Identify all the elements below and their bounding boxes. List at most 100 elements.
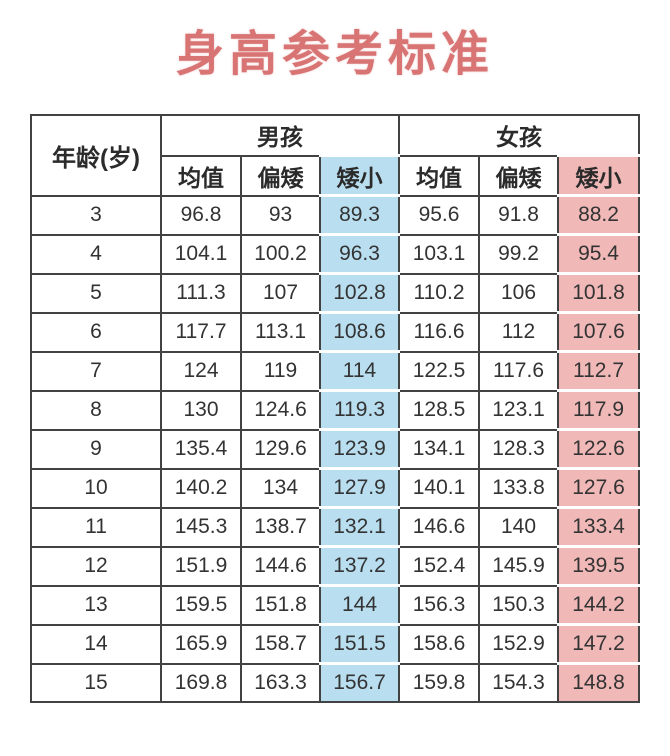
age-cell: 3 [30,194,162,236]
value-cell: 159.5 [160,584,242,626]
value-cell: 91.8 [478,194,559,236]
value-cell: 95.4 [557,233,640,275]
value-cell: 154.3 [478,662,559,703]
age-cell: 15 [30,662,162,703]
value-cell: 110.2 [398,272,480,314]
value-cell: 152.4 [398,545,480,587]
value-cell: 128.5 [398,389,480,431]
table-row: 6 117.7 113.1 108.6 116.6 112 107.6 [30,311,640,353]
girl-short-header: 矮小 [557,154,640,197]
value-cell: 144 [319,584,400,626]
age-cell: 9 [30,428,162,470]
page-title: 身高参考标准 [175,28,494,81]
age-cell: 8 [30,389,162,431]
value-cell: 107 [240,272,321,314]
value-cell: 119.3 [319,389,400,431]
table-row: 8 130 124.6 119.3 128.5 123.1 117.9 [30,389,640,431]
value-cell: 108.6 [319,311,400,353]
value-cell: 127.6 [557,467,640,509]
value-cell: 100.2 [240,233,321,275]
value-cell: 99.2 [478,233,559,275]
value-cell: 169.8 [160,662,242,703]
value-cell: 128.3 [478,428,559,470]
value-cell: 159.8 [398,662,480,703]
table-header: 年龄(岁) 男孩 女孩 均值 偏矮 矮小 均值 偏矮 矮小 [30,114,640,197]
value-cell: 116.6 [398,311,480,353]
age-cell: 4 [30,233,162,275]
table-row: 9 135.4 129.6 123.9 134.1 128.3 122.6 [30,428,640,470]
value-cell: 139.5 [557,545,640,587]
value-cell: 156.3 [398,584,480,626]
value-cell: 140.1 [398,467,480,509]
value-cell: 145.3 [160,506,242,548]
value-cell: 89.3 [319,194,400,236]
value-cell: 163.3 [240,662,321,703]
value-cell: 95.6 [398,194,480,236]
value-cell: 138.7 [240,506,321,548]
table-row: 4 104.1 100.2 96.3 103.1 99.2 95.4 [30,233,640,275]
value-cell: 122.5 [398,350,480,392]
age-cell: 10 [30,467,162,509]
value-cell: 88.2 [557,194,640,236]
height-reference-table: 年龄(岁) 男孩 女孩 均值 偏矮 矮小 均值 偏矮 矮小 3 96.8 93 89.… [30,114,640,703]
table-row: 13 159.5 151.8 144 156.3 150.3 144.2 [30,584,640,626]
value-cell: 107.6 [557,311,640,353]
value-cell: 112.7 [557,350,640,392]
value-cell: 152.9 [478,623,559,665]
boy-group-header: 男孩 [160,114,400,157]
value-cell: 103.1 [398,233,480,275]
age-cell: 12 [30,545,162,587]
value-cell: 132.1 [319,506,400,548]
value-cell: 119 [240,350,321,392]
value-cell: 101.8 [557,272,640,314]
value-cell: 93 [240,194,321,236]
value-cell: 158.6 [398,623,480,665]
value-cell: 123.1 [478,389,559,431]
value-cell: 104.1 [160,233,242,275]
value-cell: 102.8 [319,272,400,314]
value-cell: 144.6 [240,545,321,587]
boy-shortish-header: 偏矮 [240,154,321,197]
age-cell: 14 [30,623,162,665]
age-cell: 6 [30,311,162,353]
table-row: 3 96.8 93 89.3 95.6 91.8 88.2 [30,194,640,236]
value-cell: 117.7 [160,311,242,353]
value-cell: 117.9 [557,389,640,431]
value-cell: 96.8 [160,194,242,236]
value-cell: 158.7 [240,623,321,665]
value-cell: 124.6 [240,389,321,431]
value-cell: 106 [478,272,559,314]
value-cell: 150.3 [478,584,559,626]
value-cell: 134 [240,467,321,509]
value-cell: 124 [160,350,242,392]
value-cell: 144.2 [557,584,640,626]
table-row: 15 169.8 163.3 156.7 159.8 154.3 148.8 [30,662,640,703]
girl-group-header: 女孩 [398,114,640,157]
table-row: 14 165.9 158.7 151.5 158.6 152.9 147.2 [30,623,640,665]
table-row: 5 111.3 107 102.8 110.2 106 101.8 [30,272,640,314]
value-cell: 151.9 [160,545,242,587]
age-cell: 5 [30,272,162,314]
value-cell: 123.9 [319,428,400,470]
value-cell: 113.1 [240,311,321,353]
value-cell: 151.8 [240,584,321,626]
table-row: 10 140.2 134 127.9 140.1 133.8 127.6 [30,467,640,509]
table-row: 11 145.3 138.7 132.1 146.6 140 133.4 [30,506,640,548]
girl-shortish-header: 偏矮 [478,154,559,197]
value-cell: 96.3 [319,233,400,275]
header-sub-row: 均值 偏矮 矮小 均值 偏矮 矮小 [31,154,640,197]
value-cell: 122.6 [557,428,640,470]
boy-mean-header: 均值 [160,154,242,197]
age-column-header: 年龄(岁) [30,114,162,197]
boy-short-header: 矮小 [319,154,400,197]
table-row: 7 124 119 114 122.5 117.6 112.7 [30,350,640,392]
value-cell: 130 [160,389,242,431]
value-cell: 133.4 [557,506,640,548]
value-cell: 156.7 [319,662,400,703]
table-row: 12 151.9 144.6 137.2 152.4 145.9 139.5 [30,545,640,587]
value-cell: 148.8 [557,662,640,703]
value-cell: 133.8 [478,467,559,509]
value-cell: 147.2 [557,623,640,665]
value-cell: 151.5 [319,623,400,665]
